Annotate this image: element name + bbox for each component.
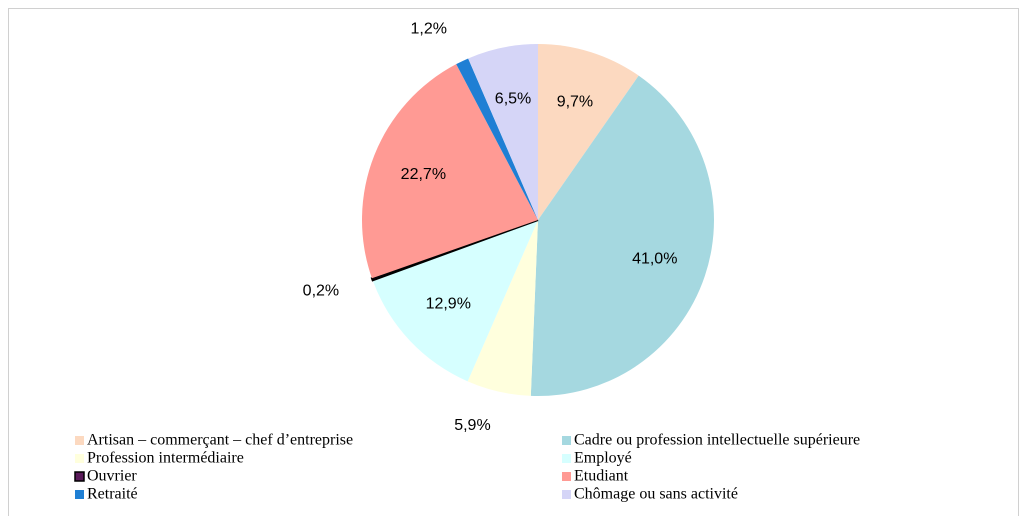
legend-label: Retraité: [87, 486, 138, 503]
data-label: 6,5%: [495, 91, 531, 108]
data-label: 9,7%: [557, 94, 593, 111]
legend-label: Artisan – commerçant – chef d’entreprise: [87, 432, 353, 449]
pie-slice: [370, 219, 539, 282]
data-label: 1,2%: [410, 21, 446, 38]
pie-slice: [456, 58, 538, 220]
legend-label: Etudiant: [574, 468, 629, 485]
legend-label: Employé: [574, 450, 632, 467]
legend-swatch: [75, 454, 84, 463]
pie-slice: [530, 75, 715, 397]
legend-swatch: [562, 472, 571, 481]
legend-label: Ouvrier: [87, 468, 137, 485]
legend-label: Profession intermédiaire: [87, 450, 244, 467]
pie-slice: [538, 44, 639, 220]
data-label: 0,2%: [303, 282, 339, 299]
pie-slice: [362, 64, 538, 279]
legend-swatch: [74, 471, 85, 482]
data-label: 22,7%: [401, 166, 446, 183]
legend-label: Chômage ou sans activité: [574, 486, 738, 503]
pie-slice: [468, 44, 538, 220]
pie-slice: [372, 220, 538, 382]
data-label: 12,9%: [426, 296, 471, 313]
pie-slice: [467, 220, 538, 396]
legend-swatch: [562, 454, 571, 463]
legend-swatch: [562, 436, 571, 445]
data-label: 5,9%: [454, 417, 490, 434]
legend-swatch: [75, 490, 84, 499]
legend-swatch: [75, 436, 84, 445]
legend-swatch: [562, 490, 571, 499]
data-label: 41,0%: [632, 251, 677, 268]
legend-label: Cadre ou profession intellectuelle supér…: [574, 432, 860, 449]
